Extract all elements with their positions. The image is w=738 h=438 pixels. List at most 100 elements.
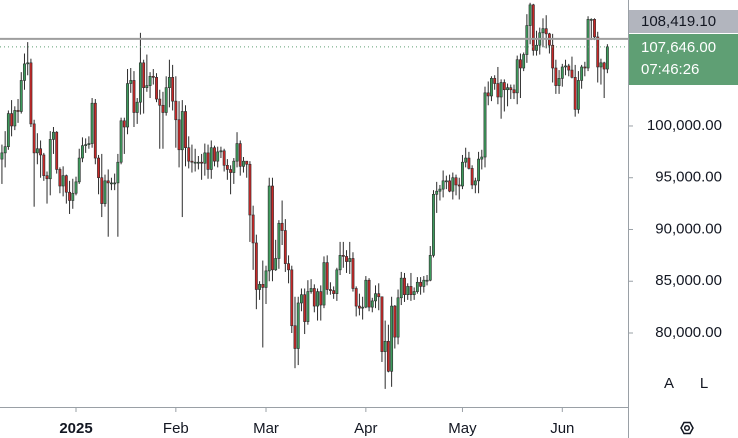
candle-body <box>322 262 326 306</box>
candle-body <box>0 152 4 160</box>
candle-body <box>119 120 123 163</box>
candle-body <box>328 289 332 291</box>
candle-body <box>93 102 97 159</box>
candle-body <box>554 67 558 86</box>
log-scale-button[interactable] <box>691 371 717 397</box>
x-tick-label: Feb <box>163 420 189 437</box>
log-scale-label[interactable]: L <box>700 375 708 392</box>
candle-body <box>464 157 468 163</box>
candle-body <box>258 284 262 290</box>
candle-body <box>506 87 509 91</box>
candle-body <box>100 177 104 204</box>
candle-body <box>361 306 365 309</box>
candle-body <box>325 262 329 290</box>
candle-body <box>490 78 493 97</box>
candle-body <box>16 110 20 112</box>
candle-body <box>522 54 526 69</box>
candle-body <box>461 161 464 187</box>
candle-body <box>113 182 117 185</box>
candle-body <box>251 214 255 244</box>
candle-body <box>274 258 278 271</box>
candle-body <box>345 256 348 262</box>
candle-body <box>206 152 210 170</box>
reference-price-label: 108,419.10 <box>641 13 716 30</box>
candle-body <box>29 62 33 125</box>
candle-body <box>74 181 78 194</box>
candle-body <box>357 305 361 309</box>
candle-body <box>493 78 497 84</box>
candle-body <box>605 46 609 70</box>
candle-body <box>126 83 129 128</box>
candle-body <box>148 75 152 86</box>
candle-body <box>573 77 577 110</box>
y-tick-label: 100,000.00 <box>647 117 722 134</box>
candle-body <box>428 255 432 281</box>
candle-body <box>271 185 274 271</box>
candle-body <box>106 180 110 184</box>
reference-price-box <box>629 10 738 33</box>
last-price-box <box>629 34 738 85</box>
candle-body <box>71 192 75 201</box>
candle-body <box>225 165 229 170</box>
candle-body <box>174 100 178 121</box>
candle-body <box>222 150 226 166</box>
candle-body <box>196 161 200 164</box>
candle-body <box>406 286 410 295</box>
candle-body <box>10 113 14 127</box>
candle-body <box>293 325 297 349</box>
candle-body <box>374 293 377 302</box>
candle-body <box>435 190 439 195</box>
candle-body <box>473 180 477 186</box>
candle-body <box>155 77 158 100</box>
candle-body <box>261 284 265 288</box>
candle-body <box>180 111 184 151</box>
candle-body <box>129 80 133 84</box>
candle-body <box>267 185 271 272</box>
candle-body <box>599 62 603 68</box>
candle-body <box>596 36 600 68</box>
candle-body <box>45 175 49 180</box>
candle-body <box>557 78 561 86</box>
candle-body <box>309 288 313 292</box>
candle-body <box>332 290 336 294</box>
x-tick-label: Jun <box>550 420 574 437</box>
settings-icon-dot[interactable] <box>683 424 691 432</box>
candle-body <box>396 297 400 338</box>
candle-body <box>351 258 355 289</box>
plot-area <box>0 2 628 389</box>
candle-body <box>560 66 564 79</box>
settings-button[interactable] <box>680 421 694 435</box>
candle-body <box>280 222 284 231</box>
candle-body <box>232 160 236 173</box>
candle-body <box>52 131 55 140</box>
y-tick-label: 80,000.00 <box>655 324 722 341</box>
candle-body <box>248 163 252 216</box>
candle-body <box>306 291 310 322</box>
auto-scale-label[interactable]: A <box>664 375 674 392</box>
candle-body <box>6 113 10 147</box>
auto-scale-button[interactable] <box>656 371 682 397</box>
candle-body <box>415 281 419 292</box>
candle-body <box>132 80 136 113</box>
settings-icon[interactable] <box>680 421 694 435</box>
candle-body <box>187 147 191 162</box>
candle-body <box>23 63 26 81</box>
x-tick-label: May <box>448 420 477 437</box>
candle-body <box>161 104 165 113</box>
candle-body <box>164 87 168 113</box>
candle-body <box>151 75 155 78</box>
candle-body <box>448 180 452 192</box>
candle-body <box>97 157 100 179</box>
x-tick-label: 2025 <box>59 420 92 437</box>
candle-body <box>422 279 426 287</box>
axes: 80,000.00 85,000.00 90,000.00 95,000.00 100,… <box>59 10 738 437</box>
candle-body <box>370 300 374 308</box>
countdown-label: 07:46:26 <box>641 61 699 78</box>
candle-body <box>122 120 126 128</box>
candle-body <box>467 157 471 169</box>
candle-body <box>58 169 62 187</box>
candle-body <box>515 59 519 94</box>
candle-body <box>393 305 397 338</box>
candle-body <box>84 144 88 146</box>
